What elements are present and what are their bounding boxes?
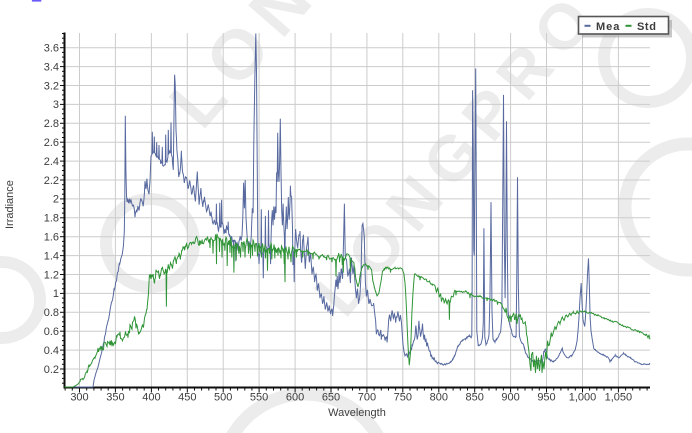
svg-text:3.4: 3.4	[44, 61, 59, 73]
svg-text:Wavelength: Wavelength	[328, 407, 386, 419]
svg-text:2: 2	[53, 194, 59, 206]
svg-text:2.4: 2.4	[44, 156, 59, 168]
svg-text:550: 550	[250, 392, 268, 404]
svg-text:0.4: 0.4	[44, 345, 59, 357]
svg-text:1.2: 1.2	[44, 269, 59, 281]
svg-text:Irradiance: Irradiance	[4, 180, 16, 229]
svg-text:Std: Std	[637, 21, 657, 33]
svg-text:700: 700	[358, 392, 376, 404]
svg-text:450: 450	[178, 392, 196, 404]
svg-text:3: 3	[53, 99, 59, 111]
svg-text:1.6: 1.6	[44, 232, 59, 244]
svg-text:1: 1	[53, 288, 59, 300]
svg-text:750: 750	[394, 392, 412, 404]
svg-text:500: 500	[214, 392, 232, 404]
svg-text:800: 800	[430, 392, 448, 404]
svg-text:900: 900	[501, 392, 519, 404]
svg-text:1,050: 1,050	[605, 392, 633, 404]
svg-text:2.6: 2.6	[44, 137, 59, 149]
svg-text:850: 850	[466, 392, 484, 404]
svg-text:600: 600	[286, 392, 304, 404]
svg-text:0.6: 0.6	[44, 326, 59, 338]
svg-text:950: 950	[537, 392, 555, 404]
svg-text:3.2: 3.2	[44, 80, 59, 92]
svg-text:1.4: 1.4	[44, 250, 59, 262]
svg-text:300: 300	[70, 392, 88, 404]
svg-text:1,000: 1,000	[569, 392, 597, 404]
svg-text:2.2: 2.2	[44, 175, 59, 187]
svg-text:650: 650	[322, 392, 340, 404]
svg-text:Mea: Mea	[596, 21, 620, 33]
svg-text:0.2: 0.2	[44, 364, 59, 376]
svg-text:3.6: 3.6	[44, 43, 59, 55]
svg-text:1.8: 1.8	[44, 213, 59, 225]
svg-text:2.8: 2.8	[44, 118, 59, 130]
svg-text:350: 350	[106, 392, 124, 404]
svg-text:0.8: 0.8	[44, 307, 59, 319]
svg-text:400: 400	[142, 392, 160, 404]
